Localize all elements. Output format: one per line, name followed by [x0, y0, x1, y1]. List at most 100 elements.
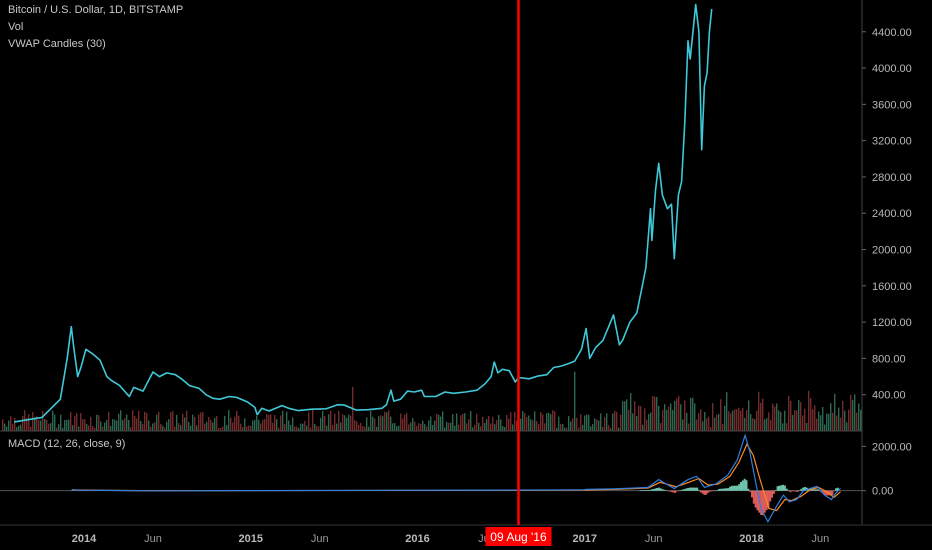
volume-bar — [358, 425, 360, 431]
volume-bar — [270, 414, 272, 431]
volume-bar — [840, 417, 842, 431]
volume-bar — [526, 417, 528, 431]
volume-bar — [420, 423, 422, 431]
macd-histogram-bar — [639, 490, 642, 491]
volume-bar — [514, 411, 516, 431]
volume-bar — [720, 399, 722, 431]
volume-bar — [266, 413, 268, 431]
volume-bar — [860, 409, 862, 431]
volume-bar — [104, 422, 106, 431]
volume-bar — [814, 405, 816, 431]
volume-bar — [230, 417, 232, 431]
volume-bar — [834, 393, 836, 431]
macd-histogram-bar — [793, 490, 796, 492]
volume-bar — [406, 413, 408, 431]
macd-line — [71, 433, 841, 523]
volume-bar — [742, 407, 744, 431]
volume-bar — [286, 411, 288, 431]
volume-bar — [698, 413, 700, 431]
volume-bar — [418, 423, 420, 431]
legend-macd[interactable]: MACD (12, 26, close, 9) — [8, 438, 126, 450]
volume-bar — [186, 410, 188, 431]
volume-bar — [248, 425, 250, 431]
volume-bar — [522, 411, 524, 431]
macd-histogram-bar — [692, 487, 695, 491]
volume-bar — [838, 407, 840, 431]
volume-bar — [780, 411, 782, 431]
volume-bar — [644, 408, 646, 431]
volume-bar — [704, 412, 706, 431]
macd-histogram-bar — [646, 490, 649, 491]
legend-symbol[interactable]: Bitcoin / U.S. Dollar, 1D, BITSTAMP — [8, 4, 184, 16]
legend-vwap[interactable]: VWAP Candles (30) — [8, 38, 106, 50]
volume-bar — [848, 409, 850, 431]
volume-bar — [162, 425, 164, 431]
macd-histogram-bar — [756, 490, 759, 511]
legend-volume[interactable]: Vol — [8, 21, 24, 33]
volume-bar — [290, 424, 292, 431]
volume-bar — [408, 424, 410, 431]
volume-bar — [808, 390, 810, 431]
volume-bar — [180, 425, 182, 431]
volume-bar — [428, 420, 430, 431]
volume-bar — [192, 414, 194, 431]
macd-histogram-bar — [730, 485, 733, 491]
volume-bar — [648, 414, 650, 431]
volume-bar — [800, 402, 802, 431]
time-tick-label: Jun — [812, 533, 830, 545]
volume-bar — [390, 416, 392, 431]
volume-bar — [14, 417, 16, 431]
volume-bar — [758, 391, 760, 431]
macd-histogram-bar — [829, 490, 832, 496]
volume-bar — [158, 411, 160, 431]
volume-bar — [724, 405, 726, 431]
volume-bar — [804, 408, 806, 431]
volume-bar — [828, 413, 830, 431]
volume-bar — [82, 419, 84, 431]
volume-bar — [684, 400, 686, 431]
volume-bar — [316, 425, 318, 431]
volume-bar — [454, 425, 456, 431]
macd-histogram-bar — [645, 490, 648, 491]
volume-bar — [2, 419, 4, 431]
volume-bar — [672, 409, 674, 431]
volume-bar — [844, 410, 846, 431]
volume-bar — [582, 424, 584, 431]
volume-bar — [502, 425, 504, 431]
volume-bar — [398, 425, 400, 431]
volume-bar — [678, 395, 680, 431]
macd-histogram-bar — [752, 490, 755, 504]
volume-bar — [72, 425, 74, 431]
macd-histogram-bar — [736, 485, 739, 491]
volume-bar — [276, 419, 278, 431]
price-tick-label: 800.00 — [872, 353, 906, 365]
volume-bar — [448, 422, 450, 431]
crosshair-cursor[interactable]: 09 Aug '16 — [485, 0, 552, 546]
time-tick-label: Jun — [645, 533, 663, 545]
macd-histogram-bar — [685, 488, 688, 491]
volume-bar — [768, 412, 770, 431]
macd-histogram-bar — [705, 490, 708, 495]
volume-bar — [846, 422, 848, 431]
volume-bar — [114, 419, 116, 431]
macd-histogram-bar — [707, 490, 710, 493]
volume-bar — [830, 403, 832, 431]
volume-bar — [622, 401, 624, 431]
macd-histogram-bar — [754, 490, 757, 508]
volume-bar — [368, 426, 370, 431]
volume-bar — [106, 420, 108, 431]
volume-bar — [226, 424, 228, 431]
macd-histogram-bar — [818, 490, 821, 492]
volume-bar — [330, 410, 332, 431]
volume-bar — [508, 418, 510, 431]
volume-bar — [378, 416, 380, 431]
volume-bar — [34, 417, 36, 431]
macd-histogram-bar — [652, 488, 655, 491]
volume-bar — [602, 426, 604, 431]
volume-bar — [18, 425, 20, 431]
price-scale[interactable]: 400.00 800.00 1200.00 1600.00 2000.00 2400.00… — [862, 27, 912, 498]
volume-bar — [410, 422, 412, 431]
volume-bar — [86, 423, 88, 431]
volume-bar — [198, 414, 200, 431]
